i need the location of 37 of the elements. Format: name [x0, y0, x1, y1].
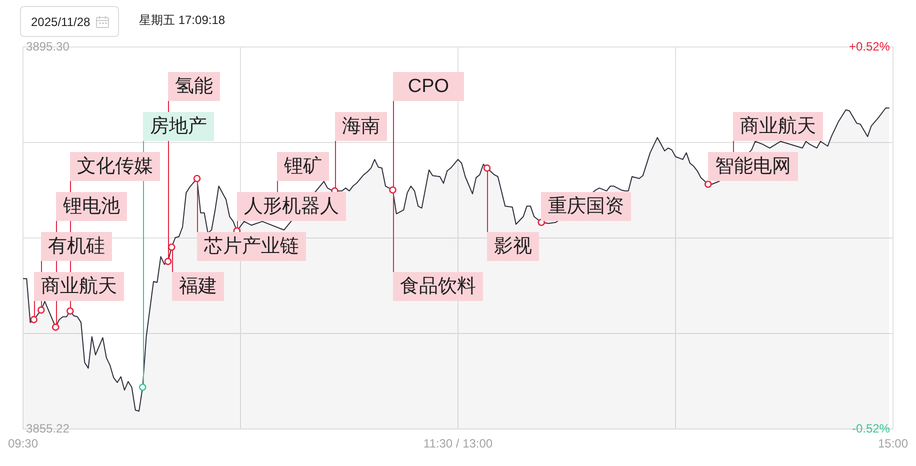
x-tick-label: 09:30 — [8, 436, 38, 451]
annotation: 智能电网 — [715, 156, 791, 177]
annotation: 芯片产业链 — [204, 236, 299, 257]
point — [37, 306, 45, 314]
x-tick-label: 15:00 — [878, 436, 908, 451]
point — [483, 164, 491, 172]
annotation: 重庆国资 — [548, 196, 624, 217]
x-tick-label: 11:30 / 13:00 — [423, 436, 493, 451]
annotation: 氢能 — [175, 76, 213, 97]
date-field: 2025/11/28 — [20, 6, 119, 37]
point — [193, 174, 201, 182]
annotation: 人形机器人 — [244, 196, 339, 217]
y-tick-label: 3855.22 — [26, 421, 70, 436]
annotation: 福建 — [179, 276, 217, 297]
annotation: 商业航天 — [740, 116, 816, 137]
point — [164, 258, 172, 266]
annotation: 商业航天 — [41, 276, 117, 297]
annotation: CPO — [408, 76, 450, 97]
y-tick-label: 3895.30 — [26, 39, 70, 54]
point — [66, 307, 74, 315]
annotation: 文化传媒 — [77, 156, 153, 177]
annotation: 影视 — [494, 236, 532, 257]
point — [30, 316, 38, 324]
y2-tick-label: +0.52% — [848, 39, 890, 54]
point — [52, 324, 60, 331]
annotation: 锂电池 — [63, 196, 120, 217]
point — [138, 384, 146, 391]
annotation: 锂矿 — [284, 156, 322, 177]
annotation: 房地产 — [150, 116, 207, 137]
annotation: 有机硅 — [48, 236, 105, 257]
annotation: 海南 — [342, 116, 380, 137]
annotation: 食品饮料 — [400, 276, 476, 297]
y2-tick-label: -0.52% — [852, 421, 890, 436]
chart-title: 2025/11/28 — [31, 14, 90, 28]
point — [389, 186, 396, 194]
point — [704, 180, 712, 188]
chart-subtitle: 星期五 17:09:18 — [139, 13, 226, 27]
